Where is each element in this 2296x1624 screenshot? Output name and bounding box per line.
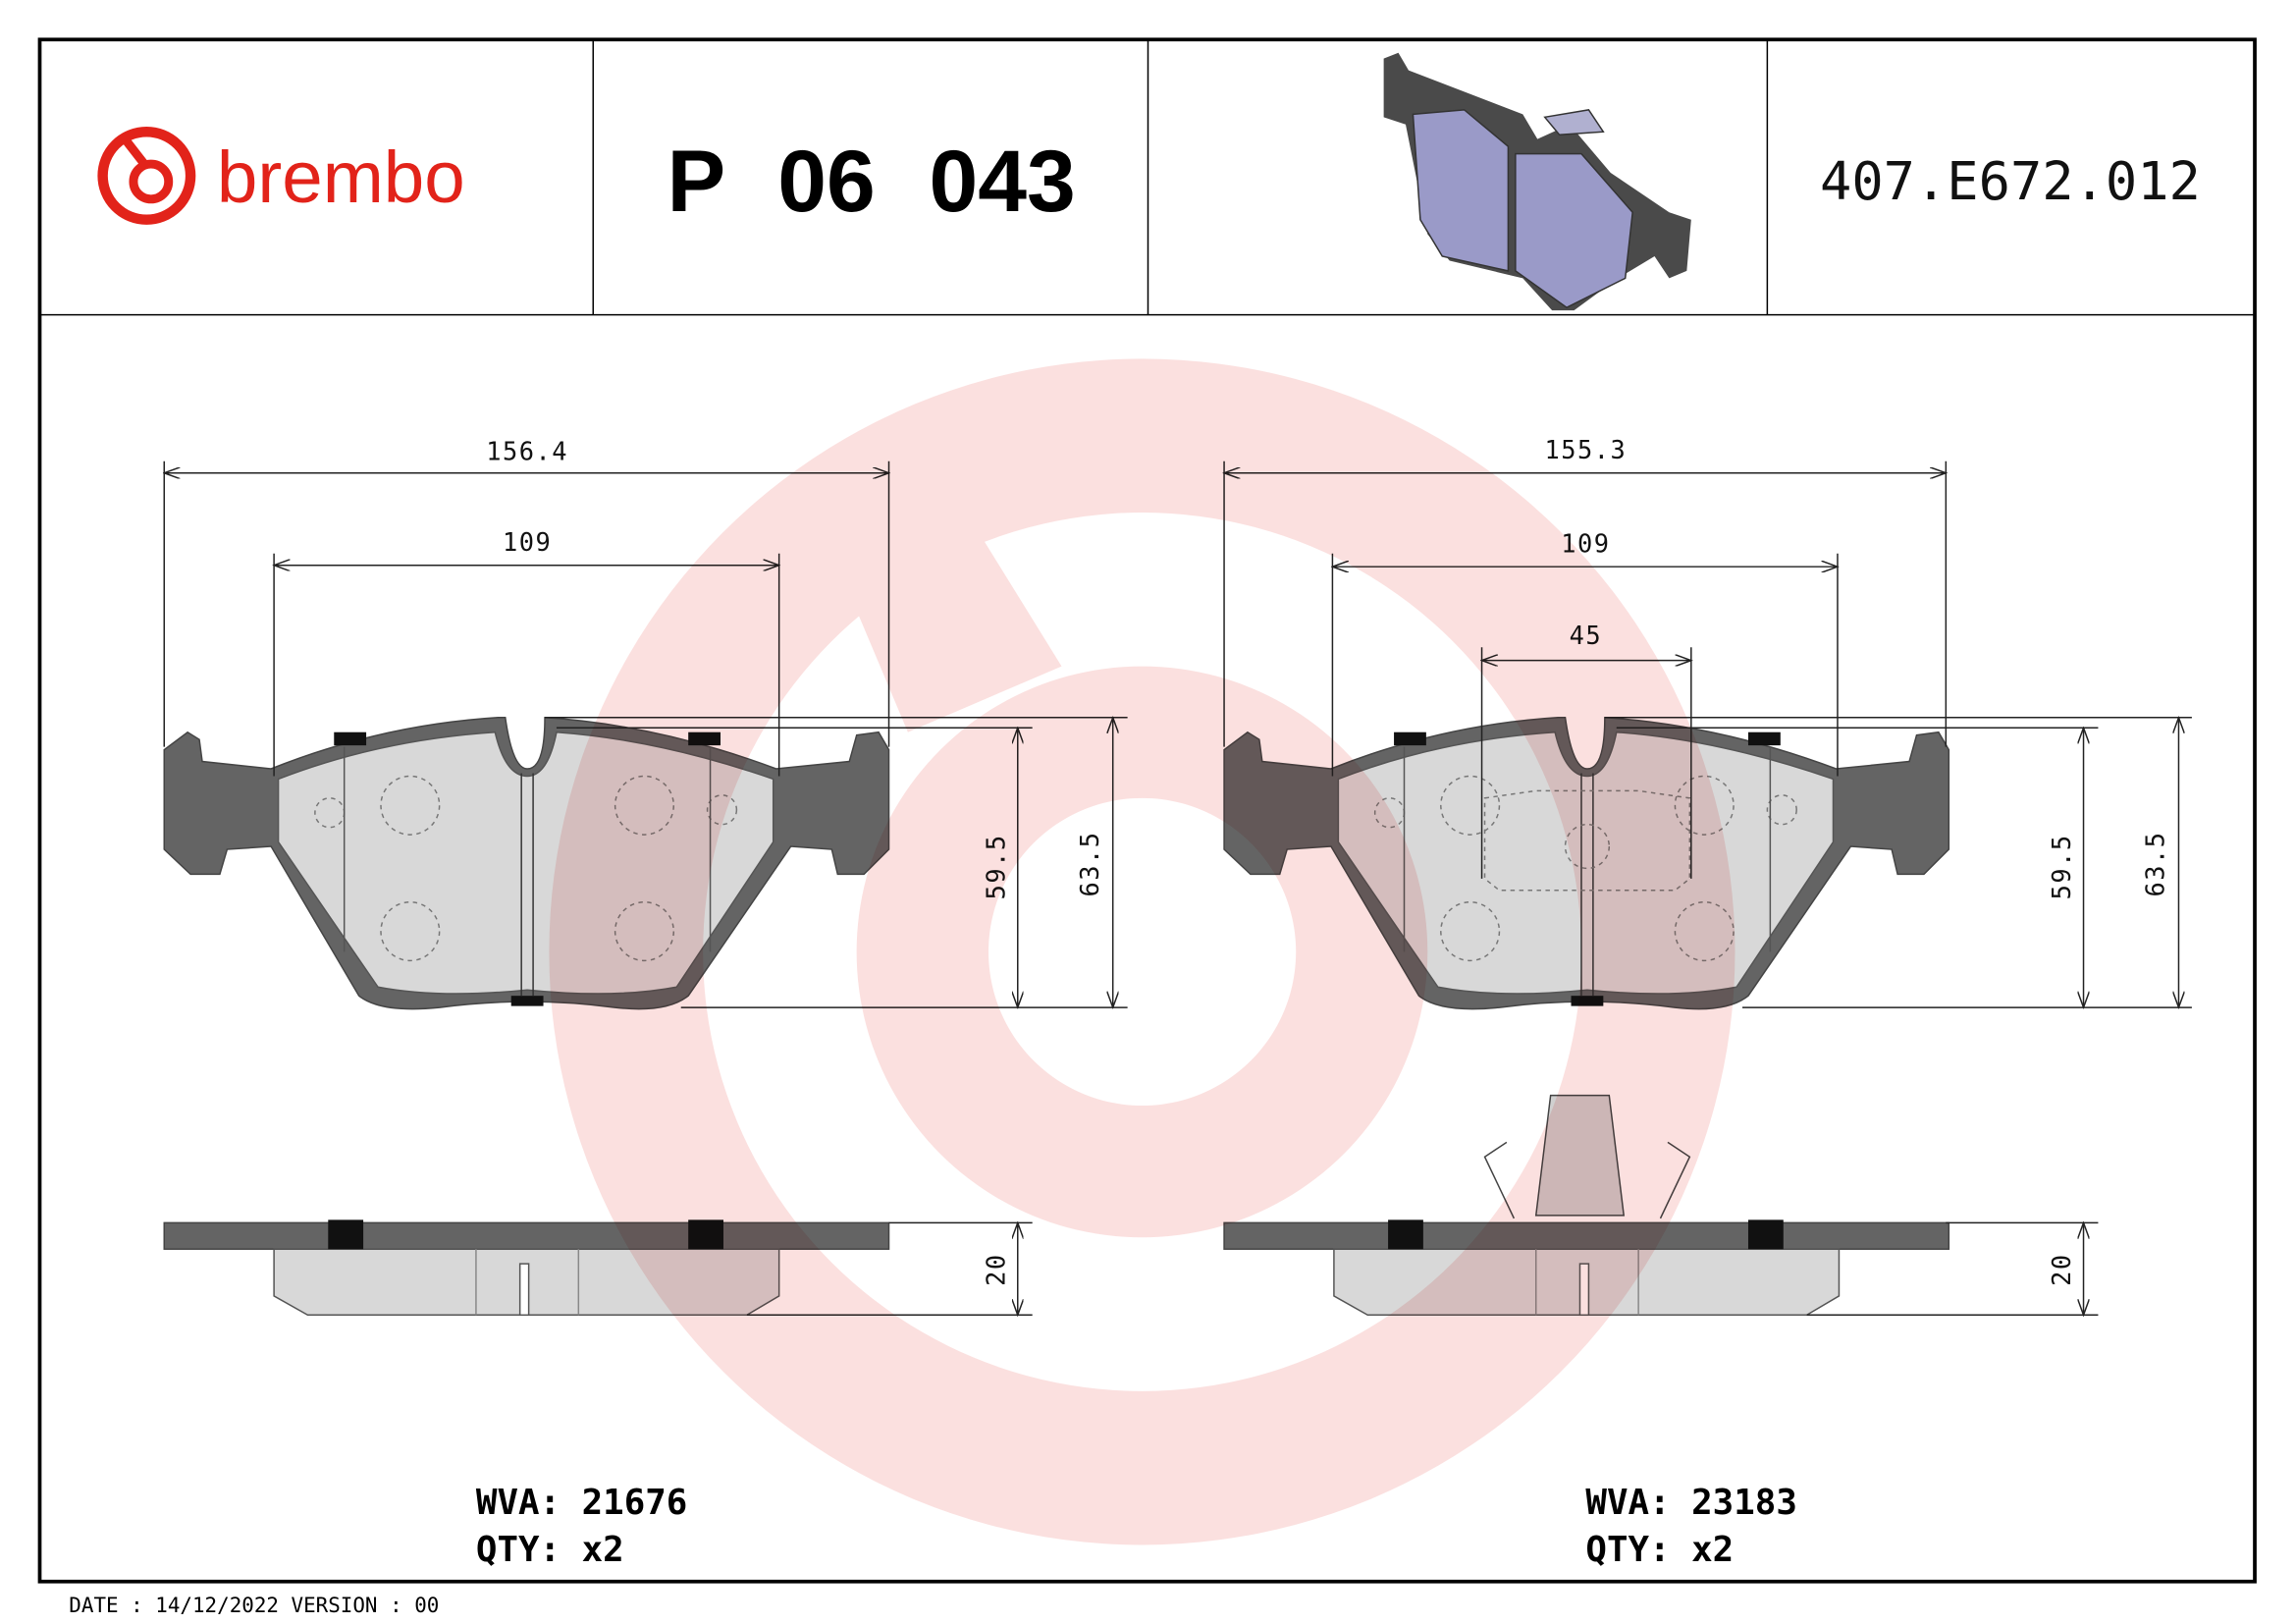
dim-thickness: 20 bbox=[2047, 1253, 2076, 1285]
right-dimensions: 155.3 109 45 59.5 63.5 20 bbox=[1224, 435, 2192, 1315]
left-qty: QTY: x2 bbox=[476, 1530, 624, 1570]
brembo-watermark-icon bbox=[549, 358, 1735, 1545]
dim-overall-width: 155.3 bbox=[1545, 435, 1628, 464]
pad-3d-render bbox=[1383, 52, 1691, 311]
dim-height-inner: 59.5 bbox=[2047, 834, 2076, 899]
dim-overall-width: 156.4 bbox=[486, 436, 568, 465]
right-wva: WVA: 23183 bbox=[1585, 1483, 1796, 1523]
left-pad-front-view bbox=[163, 717, 890, 1010]
dim-height-outer: 63.5 bbox=[1075, 831, 1104, 896]
dim-thickness: 20 bbox=[981, 1253, 1010, 1285]
dim-height-outer: 63.5 bbox=[2141, 831, 2170, 896]
brembo-disc-icon bbox=[97, 127, 196, 225]
dim-inner-width: 109 bbox=[503, 527, 552, 557]
brembo-logo: brembo bbox=[97, 127, 465, 225]
right-qty: QTY: x2 bbox=[1585, 1530, 1734, 1570]
date-version: DATE : 14/12/2022 VERSION : 00 bbox=[69, 1594, 439, 1617]
left-wva: WVA: 21676 bbox=[476, 1483, 687, 1523]
part-number: P 06 043 bbox=[667, 132, 1076, 230]
reference-number: 407.E672.012 bbox=[1820, 150, 2201, 212]
brand-name: brembo bbox=[217, 135, 465, 218]
